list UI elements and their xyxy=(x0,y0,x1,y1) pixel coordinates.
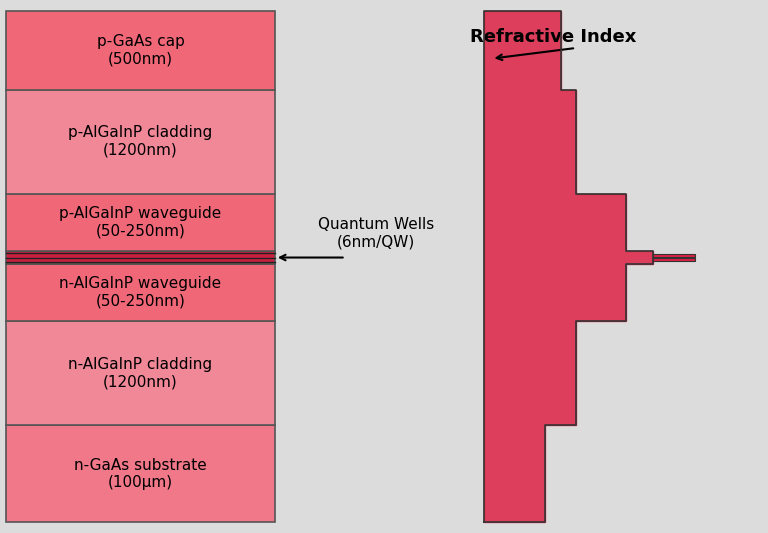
Polygon shape xyxy=(484,11,653,522)
FancyBboxPatch shape xyxy=(6,193,275,251)
Text: Quantum Wells
(6nm/QW): Quantum Wells (6nm/QW) xyxy=(318,217,435,249)
FancyBboxPatch shape xyxy=(6,425,275,522)
Bar xyxy=(653,254,695,257)
Text: p-GaAs cap
(500nm): p-GaAs cap (500nm) xyxy=(97,34,184,66)
Text: n-AlGaInP cladding
(1200nm): n-AlGaInP cladding (1200nm) xyxy=(68,357,213,390)
FancyBboxPatch shape xyxy=(6,321,275,425)
FancyBboxPatch shape xyxy=(6,264,275,321)
Text: n-GaAs substrate
(100μm): n-GaAs substrate (100μm) xyxy=(74,458,207,490)
FancyBboxPatch shape xyxy=(6,251,275,264)
FancyBboxPatch shape xyxy=(6,11,275,90)
FancyBboxPatch shape xyxy=(6,90,275,193)
Text: p-AlGaInP cladding
(1200nm): p-AlGaInP cladding (1200nm) xyxy=(68,125,213,158)
Bar xyxy=(653,258,695,261)
Text: n-AlGaInP waveguide
(50-250nm): n-AlGaInP waveguide (50-250nm) xyxy=(59,277,222,309)
Text: p-AlGaInP waveguide
(50-250nm): p-AlGaInP waveguide (50-250nm) xyxy=(59,206,222,239)
Text: Refractive Index: Refractive Index xyxy=(470,28,636,46)
